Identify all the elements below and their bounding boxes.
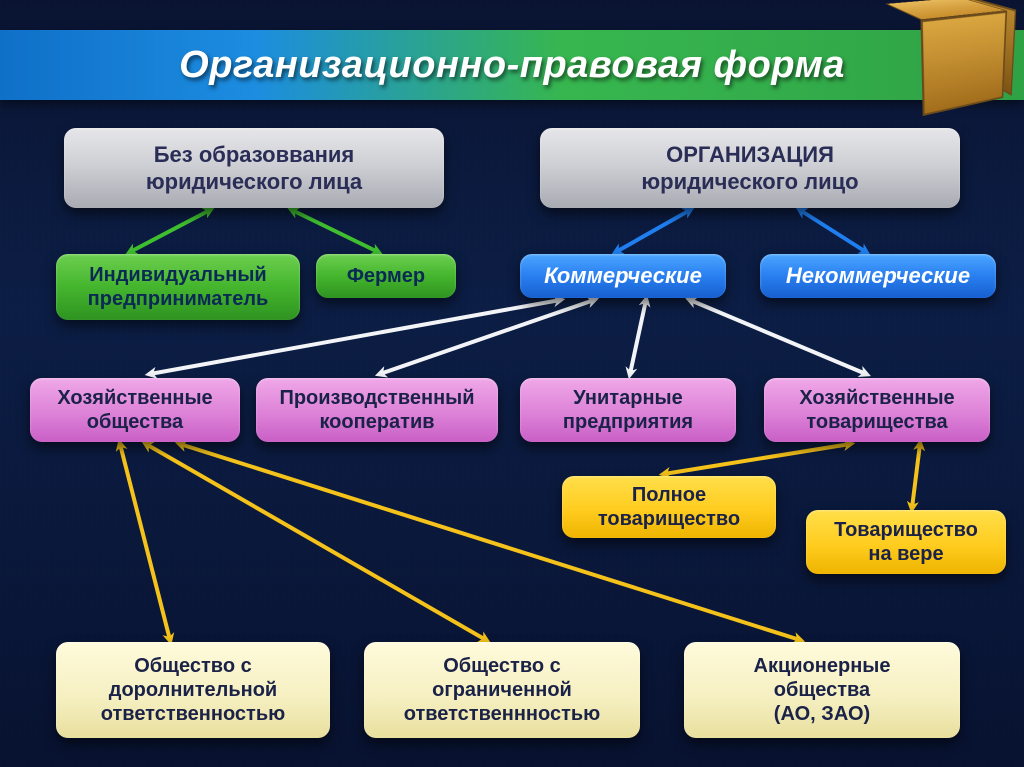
node-root_no_entity: Без образовванияюридического лица	[64, 128, 444, 208]
node-ip: Индивидуальныйпредприниматель	[56, 254, 300, 320]
connector-a4	[800, 210, 866, 252]
node-hoz_obsh: Хозяйственныеобщества	[30, 378, 240, 442]
node-tov_na_vere: Товариществона вере	[806, 510, 1006, 574]
connector-a6	[380, 300, 594, 374]
node-label: Полноетоварищество	[598, 483, 740, 531]
node-label: Хозяйственныетоварищества	[799, 386, 954, 434]
node-hoz_tov: Хозяйственныетоварищества	[764, 378, 990, 442]
node-unitary: Унитарныепредприятия	[520, 378, 736, 442]
connector-a9	[664, 444, 850, 474]
node-label: Товариществона вере	[834, 518, 978, 566]
node-noncommercial: Некоммерческие	[760, 254, 996, 298]
node-label: Без образовванияюридического лица	[146, 141, 362, 196]
node-label: Унитарныепредприятия	[563, 386, 693, 434]
connector-a13	[180, 444, 800, 640]
node-label: Индивидуальныйпредприниматель	[88, 263, 269, 311]
node-label: ОРГАНИЗАЦИЯюридического лицо	[641, 141, 858, 196]
node-ao: Акционерныеобщества(АО, ЗАО)	[684, 642, 960, 738]
connector-a1	[130, 210, 210, 252]
node-commercial: Коммерческие	[520, 254, 726, 298]
connector-a2	[292, 210, 378, 252]
connector-a10	[912, 444, 920, 508]
node-farmer: Фермер	[316, 254, 456, 298]
slide-stage: Организационно-правовая форма Без образо…	[0, 0, 1024, 767]
connector-a7	[630, 300, 646, 374]
node-proizv_koop: Производственныйкооператив	[256, 378, 498, 442]
node-label: Общество сдоролнительнойответственностью	[101, 654, 285, 726]
node-label: Производственныйкооператив	[279, 386, 474, 434]
node-ooo: Общество сограниченнойответственнностью	[364, 642, 640, 738]
node-label: Коммерческие	[544, 263, 702, 288]
title-bar: Организационно-правовая форма	[0, 30, 1024, 100]
node-label: Фермер	[347, 264, 425, 288]
connector-a11	[120, 444, 170, 640]
connector-a8	[690, 300, 866, 374]
connector-a3	[616, 210, 690, 252]
node-label: Хозяйственныеобщества	[57, 386, 212, 434]
node-label: Акционерныеобщества(АО, ЗАО)	[754, 654, 891, 726]
node-label: Общество сограниченнойответственнностью	[404, 654, 601, 726]
slide-title: Организационно-правовая форма	[179, 44, 845, 87]
node-polnoe_tov: Полноетоварищество	[562, 476, 776, 538]
node-label: Некоммерческие	[786, 263, 970, 288]
decorative-box-icon	[890, 6, 1010, 116]
node-root_org: ОРГАНИЗАЦИЯюридического лицо	[540, 128, 960, 208]
connector-a12	[146, 444, 486, 640]
node-odo: Общество сдоролнительнойответственностью	[56, 642, 330, 738]
